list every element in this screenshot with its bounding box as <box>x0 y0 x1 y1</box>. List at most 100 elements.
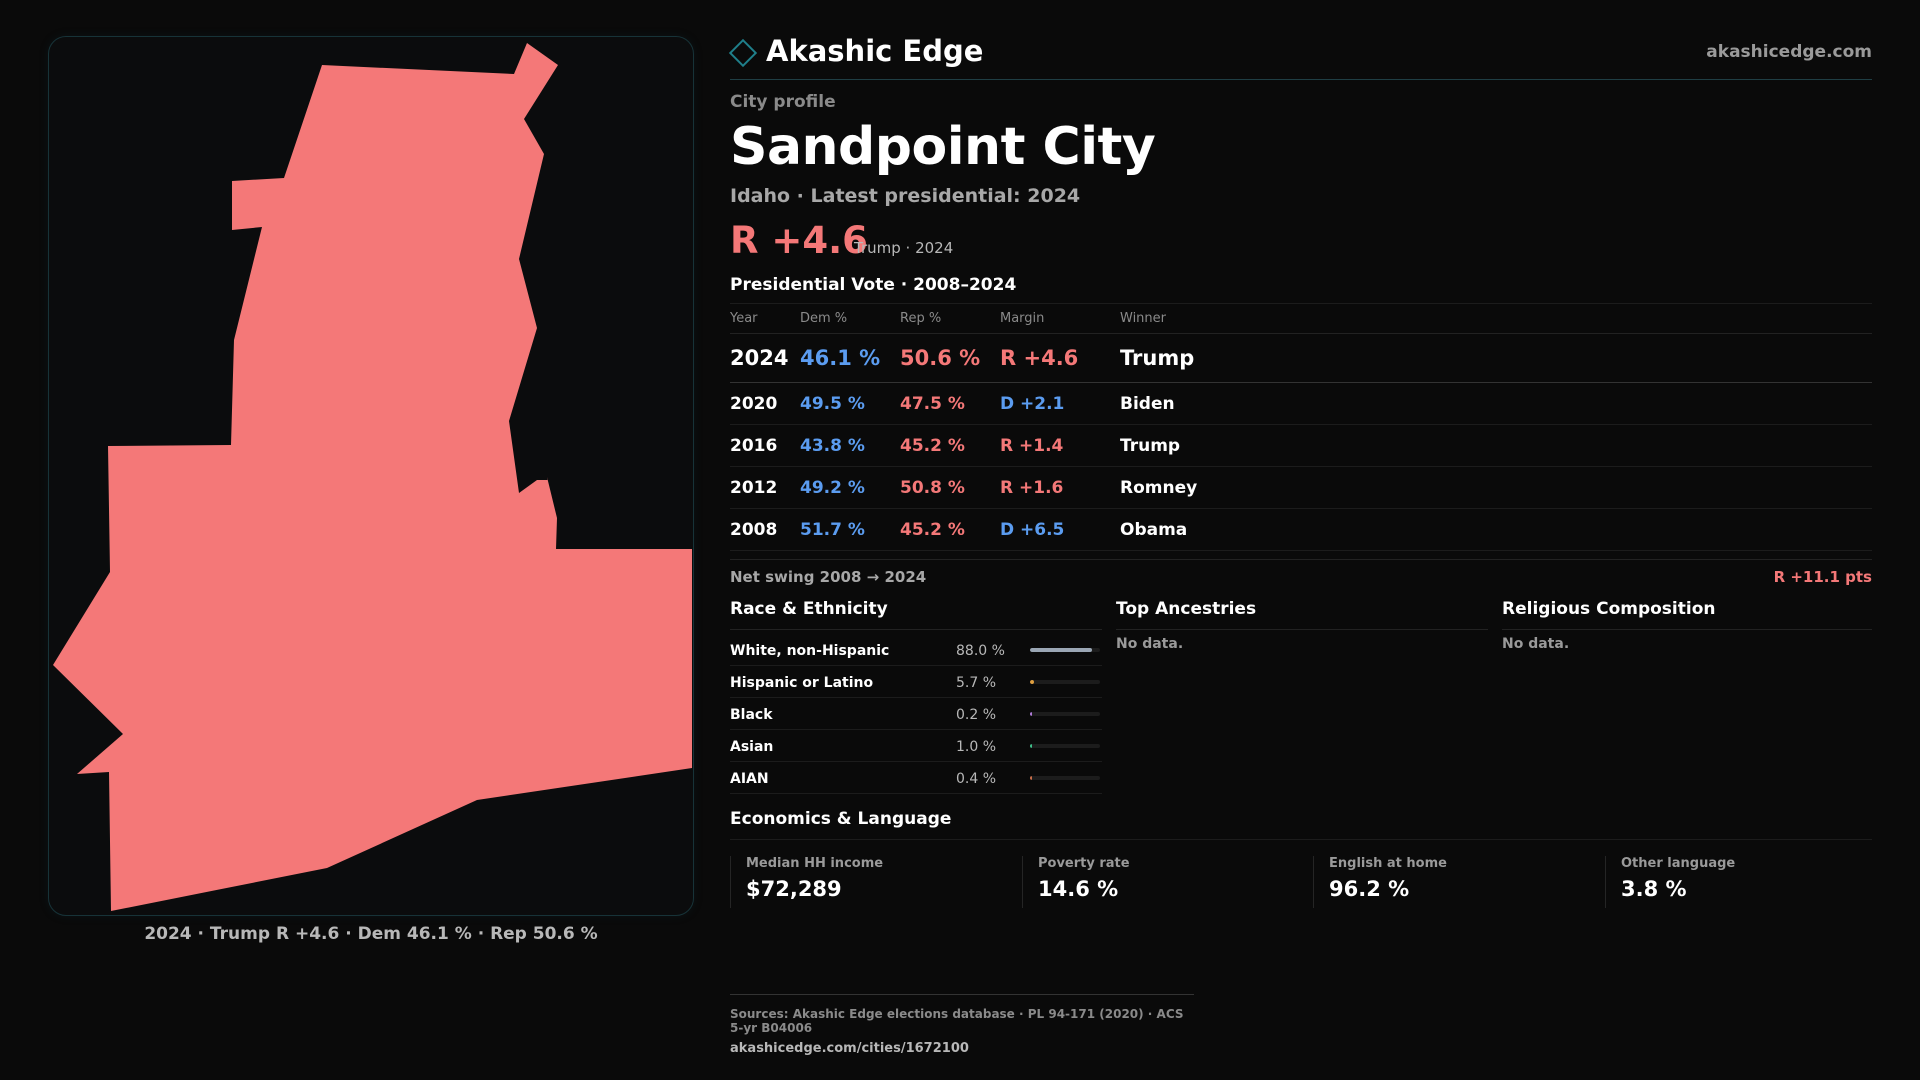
stat-other-language: Other language 3.8 % <box>1605 856 1885 909</box>
header-winner: Winner <box>1120 303 1872 335</box>
stat-value: 14.6 % <box>1038 877 1119 902</box>
row-dem-pct: 46.1 % <box>800 333 900 384</box>
stat-median-income: Median HH income $72,289 <box>730 856 1010 909</box>
religion-empty: No data. <box>1502 636 1570 653</box>
headline-result: R +4.6 Trump · 2024 <box>730 218 1872 262</box>
race-bar-fill <box>1030 776 1032 781</box>
brand-header: Akashic Edge akashicedge.com <box>728 30 1872 80</box>
demographics-section: Race & Ethnicity White, non-Hispanic 88.0… <box>730 593 1872 803</box>
vote-table-row: 2020 49.5 % 47.5 % D +2.1 Biden <box>730 382 1872 426</box>
row-year: 2020 <box>730 382 800 426</box>
row-rep-pct: 50.8 % <box>900 466 1000 510</box>
race-bar <box>1030 680 1100 685</box>
economics-stats: Median HH income $72,289 Poverty rate 14… <box>730 850 1872 920</box>
race-label: Asian <box>730 739 774 756</box>
religion-title: Religious Composition <box>1502 593 1872 631</box>
race-bar-fill <box>1030 744 1032 749</box>
net-swing: Net swing 2008 → 2024 R +11.1 pts <box>730 559 1872 593</box>
race-bar <box>1030 712 1100 717</box>
race-list: White, non-Hispanic 88.0 % Hispanic or Lat… <box>730 634 1102 795</box>
ancestries-panel: Top Ancestries No data. <box>1116 593 1488 652</box>
row-rep-pct: 50.6 % <box>900 333 1000 384</box>
stat-value: $72,289 <box>746 877 842 902</box>
race-ethnicity-panel: Race & Ethnicity White, non-Hispanic 88.0… <box>730 593 1102 795</box>
race-label: White, non-Hispanic <box>730 643 890 660</box>
header-dem: Dem % <box>800 303 900 335</box>
vote-table-header: Year Dem % Rep % Margin Winner <box>730 303 1872 335</box>
diamond-icon <box>728 38 758 68</box>
race-label: AIAN <box>730 771 769 788</box>
ancestries-empty: No data. <box>1116 636 1184 653</box>
stat-label: Other language <box>1621 856 1736 872</box>
sources-text: Sources: Akashic Edge elections database… <box>730 1007 1184 1035</box>
race-bar-fill <box>1030 712 1032 717</box>
net-swing-label: Net swing 2008 → 2024 <box>730 568 927 587</box>
row-margin: R +1.4 <box>1000 424 1120 468</box>
row-dem-pct: 43.8 % <box>800 424 900 468</box>
stat-value: 3.8 % <box>1621 877 1687 902</box>
race-label: Hispanic or Latino <box>730 675 874 692</box>
stat-english-at-home: English at home 96.2 % <box>1313 856 1593 909</box>
race-row: Asian 1.0 % <box>730 730 1102 763</box>
sources-url[interactable]: akashicedge.com/cities/1672100 <box>730 1041 969 1056</box>
map-caption: 2024 · Trump R +4.6 · Dem 46.1 % · Rep 5… <box>144 924 598 944</box>
header-rep: Rep % <box>900 303 1000 335</box>
page-title: Sandpoint City <box>730 117 1156 177</box>
race-row: AIAN 0.4 % <box>730 762 1102 795</box>
row-rep-pct: 45.2 % <box>900 424 1000 468</box>
stat-label: Median HH income <box>746 856 884 872</box>
header-year: Year <box>730 303 800 335</box>
stat-label: English at home <box>1329 856 1447 872</box>
vote-table-row: 2016 43.8 % 45.2 % R +1.4 Trump <box>730 424 1872 468</box>
economics-title: Economics & Language <box>730 809 1872 841</box>
race-label: Black <box>730 707 773 724</box>
vote-table: Year Dem % Rep % Margin Winner 2024 46.1 … <box>730 303 1872 552</box>
stat-label: Poverty rate <box>1038 856 1130 872</box>
race-pct: 88.0 % <box>956 643 1005 660</box>
row-year: 2016 <box>730 424 800 468</box>
sources-footer: Sources: Akashic Edge elections database… <box>730 994 1194 1056</box>
row-year: 2008 <box>730 508 800 552</box>
race-pct: 0.2 % <box>956 707 997 724</box>
ancestries-title: Top Ancestries <box>1116 593 1488 631</box>
race-title: Race & Ethnicity <box>730 593 1102 631</box>
stat-poverty-rate: Poverty rate 14.6 % <box>1022 856 1302 909</box>
race-bar-fill <box>1030 648 1092 653</box>
row-margin: R +1.6 <box>1000 466 1120 510</box>
brand-url[interactable]: akashicedge.com <box>1706 42 1872 62</box>
headline-margin: R +4.6 <box>730 218 868 262</box>
race-row: Black 0.2 % <box>730 698 1102 731</box>
header-margin: Margin <box>1000 303 1120 335</box>
page-subtitle: Idaho · Latest presidential: 2024 <box>730 184 1081 207</box>
race-pct: 1.0 % <box>956 739 997 756</box>
row-rep-pct: 47.5 % <box>900 382 1000 426</box>
row-dem-pct: 49.2 % <box>800 466 900 510</box>
race-row: White, non-Hispanic 88.0 % <box>730 634 1102 667</box>
headline-note: Trump · 2024 <box>854 238 954 257</box>
race-pct: 0.4 % <box>956 771 997 788</box>
row-winner: Romney <box>1120 466 1872 510</box>
row-winner: Obama <box>1120 508 1872 552</box>
city-boundary-shape <box>53 43 692 911</box>
row-margin: R +4.6 <box>1000 333 1120 384</box>
row-year: 2024 <box>730 333 800 384</box>
row-winner: Biden <box>1120 382 1872 426</box>
race-bar-fill <box>1030 680 1034 685</box>
vote-table-title: Presidential Vote · 2008–2024 <box>730 275 1872 304</box>
page-kicker: City profile <box>730 92 836 112</box>
vote-table-row: 2008 51.7 % 45.2 % D +6.5 Obama <box>730 508 1872 552</box>
row-year: 2012 <box>730 466 800 510</box>
row-dem-pct: 51.7 % <box>800 508 900 552</box>
vote-table-row: 2012 49.2 % 50.8 % R +1.6 Romney <box>730 466 1872 510</box>
stat-value: 96.2 % <box>1329 877 1410 902</box>
row-margin: D +6.5 <box>1000 508 1120 552</box>
race-bar <box>1030 776 1100 781</box>
row-rep-pct: 45.2 % <box>900 508 1000 552</box>
brand-name: Akashic Edge <box>766 34 984 68</box>
religion-panel: Religious Composition No data. <box>1502 593 1872 652</box>
row-winner: Trump <box>1120 424 1872 468</box>
net-swing-value: R +11.1 pts <box>1773 568 1872 587</box>
race-bar <box>1030 648 1100 653</box>
race-row: Hispanic or Latino 5.7 % <box>730 666 1102 699</box>
row-dem-pct: 49.5 % <box>800 382 900 426</box>
